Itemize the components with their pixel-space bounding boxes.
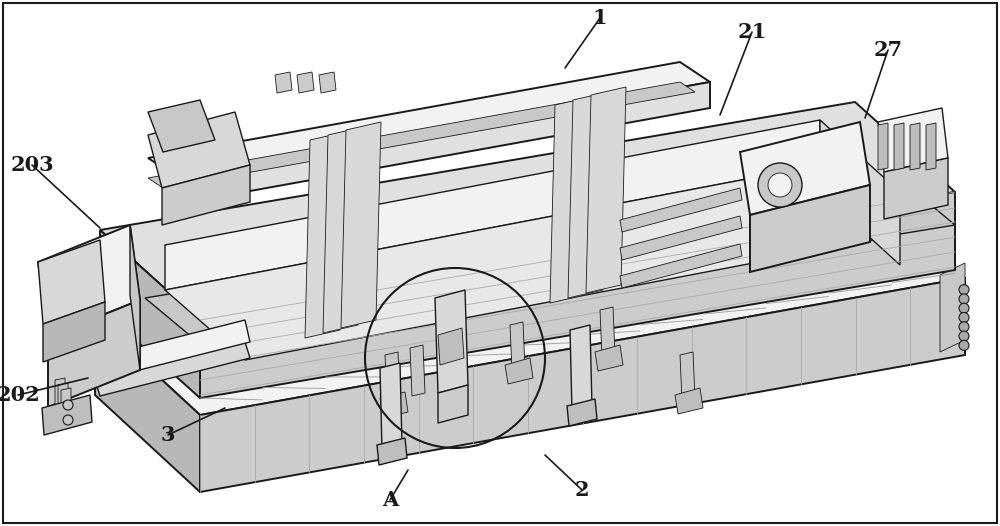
Polygon shape [95,318,200,492]
Polygon shape [148,82,695,188]
Polygon shape [740,122,870,215]
Circle shape [959,340,969,350]
Text: 21: 21 [737,22,767,42]
Polygon shape [145,175,955,348]
Polygon shape [620,244,742,288]
Polygon shape [894,123,904,170]
Polygon shape [438,328,464,365]
Circle shape [959,312,969,322]
Polygon shape [750,185,870,272]
Polygon shape [380,392,408,418]
Text: 202: 202 [0,385,40,405]
Polygon shape [878,123,888,170]
Polygon shape [275,72,292,93]
Polygon shape [38,225,140,337]
Text: A: A [382,490,398,510]
Polygon shape [38,240,105,324]
Polygon shape [148,62,710,178]
Polygon shape [438,385,468,423]
Polygon shape [42,395,92,435]
Text: 2: 2 [575,480,589,500]
Polygon shape [341,122,381,328]
Polygon shape [600,307,615,358]
Polygon shape [385,352,400,403]
Polygon shape [95,182,965,415]
Polygon shape [95,320,250,380]
Polygon shape [620,188,742,232]
Polygon shape [148,100,215,152]
Polygon shape [620,216,742,260]
Circle shape [768,173,792,197]
Polygon shape [568,92,608,298]
Polygon shape [61,388,71,427]
Polygon shape [595,345,623,371]
Circle shape [959,294,969,304]
Polygon shape [435,290,468,393]
Circle shape [959,331,969,341]
Polygon shape [380,363,402,450]
Polygon shape [95,342,250,396]
Polygon shape [100,230,200,398]
Polygon shape [586,87,626,293]
Polygon shape [297,72,314,93]
Polygon shape [550,97,590,303]
Polygon shape [58,383,68,422]
Polygon shape [48,300,140,407]
Text: 3: 3 [161,425,175,445]
Text: 1: 1 [593,8,607,28]
Polygon shape [567,399,597,426]
Polygon shape [178,82,710,204]
Polygon shape [200,278,965,492]
Polygon shape [570,325,592,412]
Polygon shape [305,132,345,338]
Polygon shape [884,158,948,219]
Circle shape [959,303,969,313]
Circle shape [758,163,802,207]
Polygon shape [675,388,703,414]
Polygon shape [940,263,965,352]
Polygon shape [130,225,140,370]
Polygon shape [680,352,695,401]
Text: 27: 27 [873,40,903,60]
Polygon shape [319,72,336,93]
Polygon shape [410,345,425,396]
Polygon shape [505,358,533,384]
Polygon shape [323,127,363,333]
Circle shape [63,400,73,410]
Polygon shape [200,192,955,398]
Circle shape [63,415,73,425]
Polygon shape [162,165,250,225]
Polygon shape [377,438,407,465]
Polygon shape [165,120,820,290]
Polygon shape [510,322,525,371]
Polygon shape [55,378,65,417]
Polygon shape [165,165,900,360]
Polygon shape [878,108,948,172]
Polygon shape [926,123,936,170]
Polygon shape [820,120,900,265]
Polygon shape [43,302,105,362]
Circle shape [959,285,969,295]
Text: 203: 203 [10,155,54,175]
Polygon shape [910,123,920,170]
Circle shape [959,322,969,332]
Polygon shape [148,112,250,188]
Polygon shape [100,102,955,320]
